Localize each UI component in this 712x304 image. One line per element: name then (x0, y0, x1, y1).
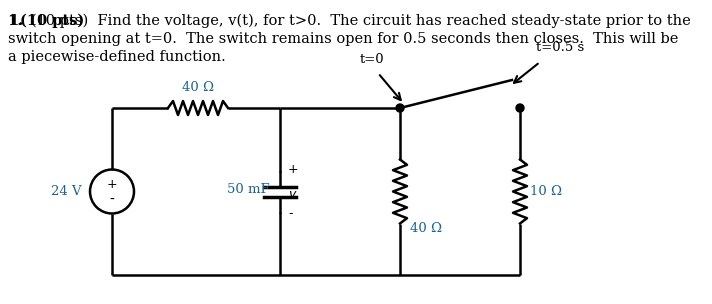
Text: 50 mF: 50 mF (227, 183, 270, 196)
Text: +: + (288, 163, 298, 176)
Text: +: + (107, 178, 117, 191)
Text: 24 V: 24 V (51, 185, 82, 198)
Text: 40 Ω: 40 Ω (182, 81, 214, 94)
Text: 10 Ω: 10 Ω (530, 185, 562, 198)
Text: -: - (288, 207, 293, 220)
Text: t=0.5 s: t=0.5 s (536, 41, 584, 54)
Text: -: - (110, 192, 115, 206)
Circle shape (516, 104, 524, 112)
Text: 40 Ω: 40 Ω (410, 222, 442, 234)
Text: a piecewise-defined function.: a piecewise-defined function. (8, 50, 226, 64)
Text: v: v (288, 188, 295, 201)
Text: t=0: t=0 (360, 53, 384, 66)
Text: 1.: 1. (8, 14, 23, 28)
Text: switch opening at t=0.  The switch remains open for 0.5 seconds then closes.  Th: switch opening at t=0. The switch remain… (8, 32, 679, 46)
Text: (10 pts): (10 pts) (20, 14, 84, 28)
Text: 1.  (10 pts)  Find the voltage, v(t), for t>0.  The circuit has reached steady-s: 1. (10 pts) Find the voltage, v(t), for … (8, 14, 691, 28)
Circle shape (396, 104, 404, 112)
